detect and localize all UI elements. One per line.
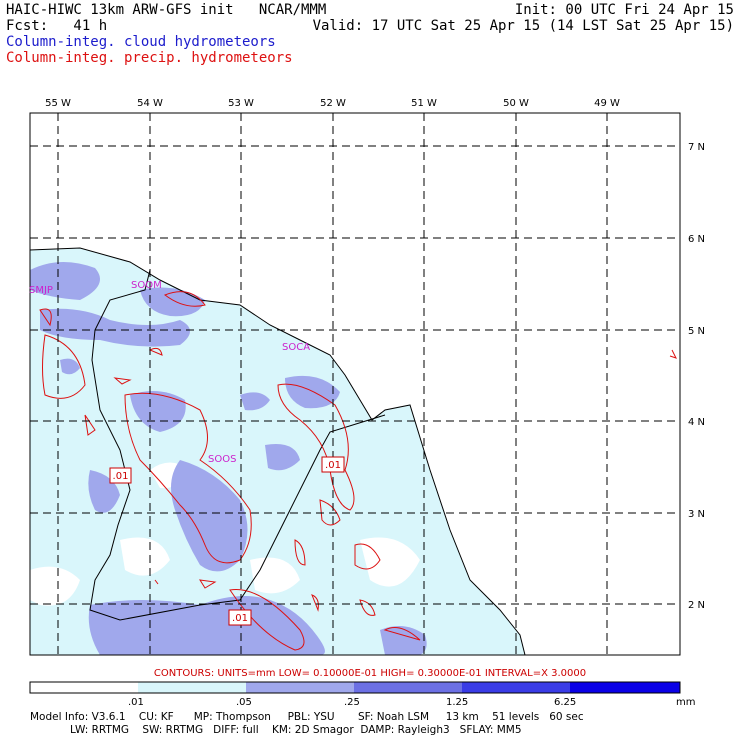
lon-label: 50 W (503, 98, 529, 109)
station-label: SOOM (131, 280, 162, 291)
lon-label: 51 W (411, 98, 437, 109)
colorbar-label: .05 (236, 697, 252, 708)
legend-cloud-hydrometeors: Column-integ. cloud hydrometeors (6, 34, 276, 50)
precip-contour (42, 334, 86, 399)
cloud-shade-gap (360, 537, 420, 587)
cloud-shading (30, 248, 525, 655)
precip-contour (277, 383, 355, 511)
colorbar-swatch (30, 682, 138, 693)
precip-contour (199, 579, 217, 589)
cloud-shade-medium (40, 308, 190, 347)
contour-label: .01 (325, 460, 341, 471)
station-label: SOCA (282, 342, 310, 353)
precip-contour (84, 414, 96, 436)
cloud-shade-gap (250, 557, 300, 594)
lat-label: 6 N (688, 234, 705, 245)
station-label: SOOS (208, 454, 236, 465)
precip-contour (383, 627, 421, 641)
colorbar-label: .25 (344, 697, 360, 708)
colorbar-swatch (246, 682, 354, 693)
precip-contours (39, 291, 677, 651)
lon-label: 55 W (45, 98, 71, 109)
cloud-shade-medium (30, 261, 100, 300)
cloud-shade-gap (120, 537, 170, 576)
colorbar-swatch (138, 682, 246, 693)
latitude-labels: 7 N 6 N 5 N 4 N 3 N 2 N (688, 142, 705, 611)
coastline-path (29, 247, 526, 656)
lat-label: 2 N (688, 600, 705, 611)
cloud-shade-medium (171, 460, 248, 572)
cloud-shade-medium (88, 596, 325, 655)
precip-contour (229, 589, 305, 651)
contour-label-box: .01 (321, 456, 345, 473)
graticule (30, 113, 680, 655)
precip-contour (163, 291, 206, 307)
precip-contour (124, 392, 252, 564)
precip-contour (39, 308, 52, 327)
colorbar-label: 6.25 (554, 697, 577, 708)
lon-label: 54 W (137, 98, 163, 109)
colorbar-frame (29, 681, 681, 694)
colorbar-swatch (354, 682, 462, 693)
lon-label: 49 W (594, 98, 620, 109)
colorbar (29, 681, 681, 694)
lon-label: 52 W (320, 98, 346, 109)
colorbar-label: 1.25 (446, 697, 469, 708)
model-title: HAIC-HIWC 13km ARW-GFS init NCAR/MMM (6, 2, 327, 18)
precip-contour (113, 377, 132, 385)
init-time: Init: 00 UTC Fri 24 Apr 15 (514, 2, 734, 18)
precip-contour (154, 579, 159, 585)
plot-frame (29, 112, 681, 656)
model-info-line2: LW: RRTMG SW: RRTMG DIFF: full KM: 2D Sm… (30, 724, 522, 736)
colorbar-label: .01 (128, 697, 144, 708)
precip-contour (359, 599, 376, 616)
contour-label-box: .01 (109, 467, 132, 484)
precip-contour (319, 499, 341, 526)
cloud-shade-medium (130, 391, 186, 432)
lat-label: 3 N (688, 509, 705, 520)
colorbar-unit: mm (676, 697, 696, 708)
lat-label: 4 N (688, 417, 705, 428)
precip-contour (669, 349, 677, 359)
cloud-shade-gap (30, 566, 80, 606)
contour-label: .01 (113, 471, 129, 482)
precip-contour (311, 594, 319, 612)
cloud-shade-medium (265, 444, 300, 471)
lat-label: 7 N (688, 142, 705, 153)
lon-label: 53 W (228, 98, 254, 109)
contours-info: CONTOURS: UNITS=mm LOW= 0.10000E-01 HIGH… (153, 668, 587, 679)
colorbar-swatch (462, 682, 570, 693)
coastline (29, 247, 526, 656)
precip-contour (294, 539, 306, 566)
precip-contour (354, 543, 381, 570)
cloud-shade-medium (380, 626, 427, 655)
colorbar-swatch (570, 682, 680, 693)
station-label: SMJP (29, 285, 53, 296)
legend-precip-hydrometeors: Column-integ. precip. hydrometeors (6, 50, 293, 66)
lat-label: 5 N (688, 326, 705, 337)
forecast-hour: Fcst: 41 h (6, 18, 108, 34)
precip-contour (148, 347, 163, 356)
contour-label-box: .01 (228, 609, 252, 626)
longitude-labels: 55 W 54 W 53 W 52 W 51 W 50 W 49 W (45, 98, 620, 109)
model-info-line1: Model Info: V3.6.1 CU: KF MP: Thompson P… (30, 711, 584, 723)
cloud-shade-medium (60, 358, 80, 375)
cloud-shade-medium (285, 375, 340, 409)
border-path (89, 269, 386, 621)
valid-time: Valid: 17 UTC Sat 25 Apr 15 (14 LST Sat … (312, 18, 734, 34)
contour-label: .01 (232, 613, 248, 624)
cloud-shade-medium (240, 392, 270, 411)
